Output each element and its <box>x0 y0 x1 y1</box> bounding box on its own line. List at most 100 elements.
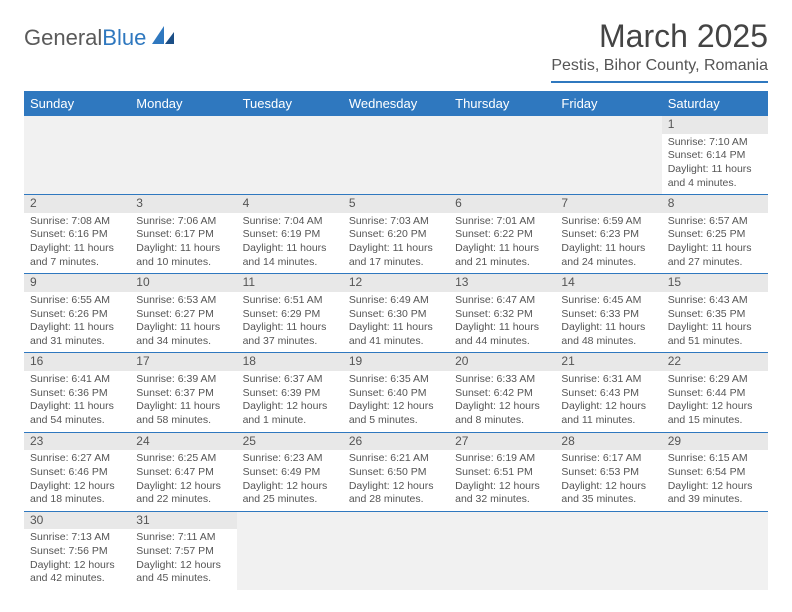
day-number: 15 <box>662 274 768 292</box>
day-number: 22 <box>662 353 768 371</box>
day-number: 21 <box>555 353 661 371</box>
sunrise-line: Sunrise: 6:31 AM <box>561 373 655 387</box>
calendar-cell: 30Sunrise: 7:13 AMSunset: 7:56 PMDayligh… <box>24 511 130 590</box>
calendar-cell: 8Sunrise: 6:57 AMSunset: 6:25 PMDaylight… <box>662 195 768 274</box>
calendar-cell <box>555 116 661 195</box>
daylight-line: Daylight: 12 hours and 35 minutes. <box>561 480 655 507</box>
day-number: 7 <box>555 195 661 213</box>
sunset-line: Sunset: 6:44 PM <box>668 387 762 401</box>
calendar-cell <box>343 116 449 195</box>
day-number: 19 <box>343 353 449 371</box>
daylight-line: Daylight: 11 hours and 54 minutes. <box>30 400 124 427</box>
sunset-line: Sunset: 6:29 PM <box>243 308 337 322</box>
day-number: 5 <box>343 195 449 213</box>
calendar-cell: 14Sunrise: 6:45 AMSunset: 6:33 PMDayligh… <box>555 274 661 353</box>
day-number: 17 <box>130 353 236 371</box>
calendar-cell: 13Sunrise: 6:47 AMSunset: 6:32 PMDayligh… <box>449 274 555 353</box>
daylight-line: Daylight: 11 hours and 4 minutes. <box>668 163 762 190</box>
sunset-line: Sunset: 6:17 PM <box>136 228 230 242</box>
day-number: 18 <box>237 353 343 371</box>
day-number: 31 <box>130 512 236 530</box>
daylight-line: Daylight: 12 hours and 39 minutes. <box>668 480 762 507</box>
sunrise-line: Sunrise: 7:11 AM <box>136 531 230 545</box>
daylight-line: Daylight: 12 hours and 42 minutes. <box>30 559 124 586</box>
daylight-line: Daylight: 11 hours and 44 minutes. <box>455 321 549 348</box>
calendar-cell: 7Sunrise: 6:59 AMSunset: 6:23 PMDaylight… <box>555 195 661 274</box>
sunset-line: Sunset: 6:27 PM <box>136 308 230 322</box>
calendar-cell: 24Sunrise: 6:25 AMSunset: 6:47 PMDayligh… <box>130 432 236 511</box>
calendar-cell: 25Sunrise: 6:23 AMSunset: 6:49 PMDayligh… <box>237 432 343 511</box>
sunset-line: Sunset: 6:32 PM <box>455 308 549 322</box>
sunset-line: Sunset: 6:47 PM <box>136 466 230 480</box>
sunrise-line: Sunrise: 6:29 AM <box>668 373 762 387</box>
calendar-cell: 2Sunrise: 7:08 AMSunset: 6:16 PMDaylight… <box>24 195 130 274</box>
sunrise-line: Sunrise: 7:06 AM <box>136 215 230 229</box>
calendar-cell <box>130 116 236 195</box>
sunrise-line: Sunrise: 6:33 AM <box>455 373 549 387</box>
weekday-header: Monday <box>130 91 236 116</box>
sunrise-line: Sunrise: 7:04 AM <box>243 215 337 229</box>
daylight-line: Daylight: 12 hours and 11 minutes. <box>561 400 655 427</box>
calendar-cell <box>237 511 343 590</box>
sunrise-line: Sunrise: 7:01 AM <box>455 215 549 229</box>
calendar-cell: 29Sunrise: 6:15 AMSunset: 6:54 PMDayligh… <box>662 432 768 511</box>
day-number: 27 <box>449 433 555 451</box>
weekday-header: Friday <box>555 91 661 116</box>
daylight-line: Daylight: 12 hours and 22 minutes. <box>136 480 230 507</box>
sunset-line: Sunset: 6:16 PM <box>30 228 124 242</box>
daylight-line: Daylight: 11 hours and 7 minutes. <box>30 242 124 269</box>
sunset-line: Sunset: 7:56 PM <box>30 545 124 559</box>
header: GeneralBlue March 2025 Pestis, Bihor Cou… <box>24 18 768 83</box>
page-title: March 2025 <box>551 18 768 55</box>
daylight-line: Daylight: 12 hours and 1 minute. <box>243 400 337 427</box>
sunrise-line: Sunrise: 6:35 AM <box>349 373 443 387</box>
daylight-line: Daylight: 11 hours and 17 minutes. <box>349 242 443 269</box>
day-number: 1 <box>662 116 768 134</box>
sunrise-line: Sunrise: 7:08 AM <box>30 215 124 229</box>
sunrise-line: Sunrise: 6:51 AM <box>243 294 337 308</box>
day-number: 24 <box>130 433 236 451</box>
daylight-line: Daylight: 11 hours and 37 minutes. <box>243 321 337 348</box>
calendar-cell <box>449 511 555 590</box>
sunset-line: Sunset: 6:50 PM <box>349 466 443 480</box>
day-number: 16 <box>24 353 130 371</box>
sunrise-line: Sunrise: 6:27 AM <box>30 452 124 466</box>
daylight-line: Daylight: 12 hours and 18 minutes. <box>30 480 124 507</box>
sunset-line: Sunset: 6:46 PM <box>30 466 124 480</box>
sunset-line: Sunset: 6:22 PM <box>455 228 549 242</box>
calendar-row: 2Sunrise: 7:08 AMSunset: 6:16 PMDaylight… <box>24 195 768 274</box>
sunset-line: Sunset: 6:23 PM <box>561 228 655 242</box>
sunrise-line: Sunrise: 6:49 AM <box>349 294 443 308</box>
weekday-header: Sunday <box>24 91 130 116</box>
sunset-line: Sunset: 6:25 PM <box>668 228 762 242</box>
calendar-cell: 20Sunrise: 6:33 AMSunset: 6:42 PMDayligh… <box>449 353 555 432</box>
daylight-line: Daylight: 11 hours and 41 minutes. <box>349 321 443 348</box>
calendar-cell: 18Sunrise: 6:37 AMSunset: 6:39 PMDayligh… <box>237 353 343 432</box>
calendar-row: 9Sunrise: 6:55 AMSunset: 6:26 PMDaylight… <box>24 274 768 353</box>
daylight-line: Daylight: 12 hours and 32 minutes. <box>455 480 549 507</box>
sunset-line: Sunset: 7:57 PM <box>136 545 230 559</box>
calendar-cell: 12Sunrise: 6:49 AMSunset: 6:30 PMDayligh… <box>343 274 449 353</box>
daylight-line: Daylight: 11 hours and 24 minutes. <box>561 242 655 269</box>
daylight-line: Daylight: 11 hours and 31 minutes. <box>30 321 124 348</box>
calendar-table: Sunday Monday Tuesday Wednesday Thursday… <box>24 91 768 590</box>
calendar-cell: 23Sunrise: 6:27 AMSunset: 6:46 PMDayligh… <box>24 432 130 511</box>
sunrise-line: Sunrise: 6:15 AM <box>668 452 762 466</box>
calendar-cell: 9Sunrise: 6:55 AMSunset: 6:26 PMDaylight… <box>24 274 130 353</box>
sunset-line: Sunset: 6:54 PM <box>668 466 762 480</box>
sunset-line: Sunset: 6:49 PM <box>243 466 337 480</box>
weekday-header: Tuesday <box>237 91 343 116</box>
day-number: 30 <box>24 512 130 530</box>
daylight-line: Daylight: 11 hours and 27 minutes. <box>668 242 762 269</box>
day-number: 23 <box>24 433 130 451</box>
calendar-cell: 11Sunrise: 6:51 AMSunset: 6:29 PMDayligh… <box>237 274 343 353</box>
sunset-line: Sunset: 6:19 PM <box>243 228 337 242</box>
sunset-line: Sunset: 6:36 PM <box>30 387 124 401</box>
weekday-header: Saturday <box>662 91 768 116</box>
daylight-line: Daylight: 12 hours and 8 minutes. <box>455 400 549 427</box>
weekday-header-row: Sunday Monday Tuesday Wednesday Thursday… <box>24 91 768 116</box>
calendar-row: 1Sunrise: 7:10 AMSunset: 6:14 PMDaylight… <box>24 116 768 195</box>
calendar-cell: 28Sunrise: 6:17 AMSunset: 6:53 PMDayligh… <box>555 432 661 511</box>
sunset-line: Sunset: 6:42 PM <box>455 387 549 401</box>
daylight-line: Daylight: 12 hours and 5 minutes. <box>349 400 443 427</box>
